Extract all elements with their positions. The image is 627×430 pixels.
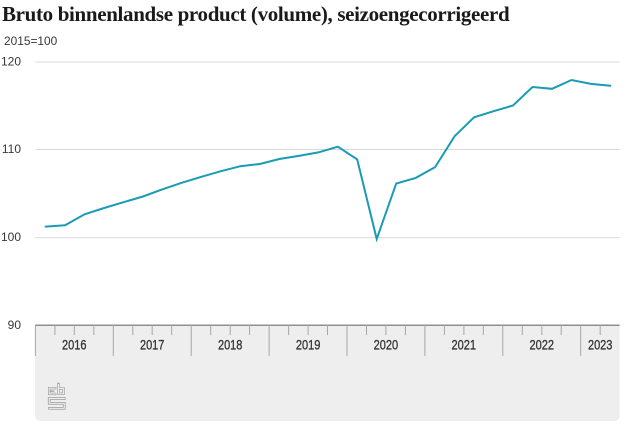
svg-text:2021: 2021 bbox=[452, 338, 477, 353]
svg-text:2023: 2023 bbox=[588, 338, 613, 353]
svg-text:120: 120 bbox=[1, 54, 21, 68]
svg-text:2016: 2016 bbox=[62, 338, 87, 353]
svg-text:110: 110 bbox=[2, 142, 21, 156]
svg-text:2022: 2022 bbox=[530, 338, 555, 353]
svg-text:2020: 2020 bbox=[374, 338, 399, 353]
svg-text:2017: 2017 bbox=[140, 338, 165, 353]
svg-text:2019: 2019 bbox=[296, 338, 321, 353]
svg-text:90: 90 bbox=[8, 318, 22, 332]
svg-text:2018: 2018 bbox=[218, 338, 243, 353]
svg-text:100: 100 bbox=[1, 230, 21, 244]
